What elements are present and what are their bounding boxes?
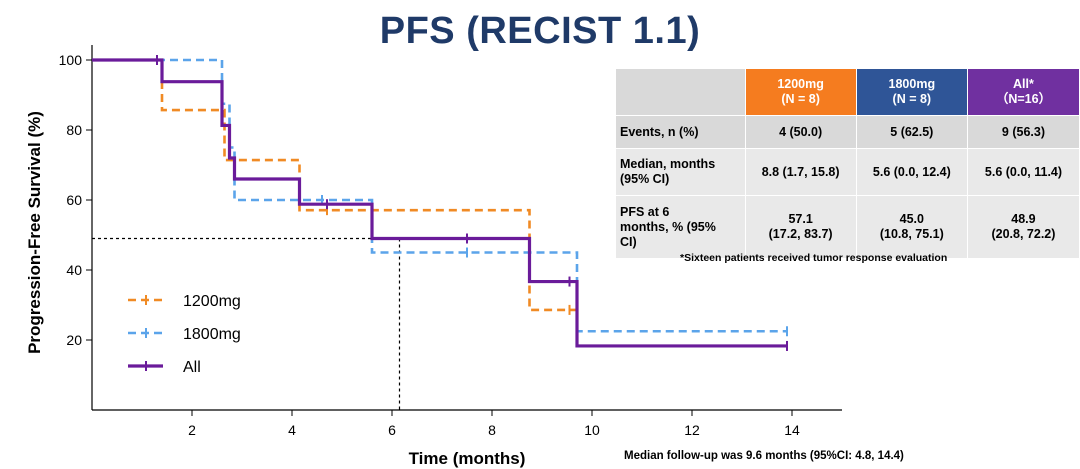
x-tick-label: 8 — [488, 422, 496, 438]
x-tick-label: 6 — [388, 422, 396, 438]
legend-label-1800mg: 1800mg — [183, 326, 241, 343]
y-tick-label: 80 — [66, 122, 82, 138]
table-cell: 5.6 (0.0, 11.4) — [966, 148, 1080, 196]
x-axis-label: Time (months) — [409, 449, 526, 468]
table-cell: 9 (56.3) — [966, 115, 1080, 149]
y-axis-label: Progression-Free Survival (%) — [25, 111, 44, 354]
y-tick-label: 40 — [66, 262, 82, 278]
table-row: Events, n (%) 4 (50.0) 5 (62.5) 9 (56.3) — [615, 115, 1080, 149]
table-cell: 5.6 (0.0, 12.4) — [855, 148, 968, 196]
table-header-cell — [615, 68, 746, 116]
table-cell: 57.1 (17.2, 83.7) — [744, 195, 857, 259]
table-cell: 4 (50.0) — [744, 115, 857, 149]
table-row-label: PFS at 6 months, % (95% CI) — [615, 195, 746, 259]
table-row-label: Events, n (%) — [615, 115, 746, 149]
table-cell: 45.0 (10.8, 75.1) — [855, 195, 968, 259]
chart-title: PFS (RECIST 1.1) — [379, 10, 701, 52]
x-tick-label: 4 — [288, 422, 296, 438]
table-row: PFS at 6 months, % (95% CI) 57.1 (17.2, 8… — [615, 195, 1080, 259]
series-line-1800mg — [92, 58, 787, 333]
x-tick-label: 2 — [188, 422, 196, 438]
table-header-cell: 1800mg (N = 8) — [855, 68, 968, 116]
y-tick-label: 20 — [66, 332, 82, 348]
table-header-row: 1200mg (N = 8) 1800mg (N = 8) All* （N=16） — [615, 68, 1080, 116]
followup-note: Median follow-up was 9.6 months (95%CI: … — [624, 450, 904, 462]
table-footnote: *Sixteen patients received tumor respons… — [680, 252, 948, 264]
y-tick-label: 100 — [59, 52, 83, 68]
x-tick-label: 14 — [784, 422, 800, 438]
table-cell: 48.9 (20.8, 72.2) — [966, 195, 1080, 259]
table-row: Median, months (95% CI) 8.8 (1.7, 15.8) 5.… — [615, 148, 1080, 196]
summary-table: 1200mg (N = 8) 1800mg (N = 8) All* （N=16） E… — [615, 68, 1080, 259]
y-tick-label: 60 — [66, 192, 82, 208]
series-line-all — [92, 58, 787, 348]
table-cell: 5 (62.5) — [855, 115, 968, 149]
legend-label-1200mg: 1200mg — [183, 293, 241, 310]
table-header-cell: 1200mg (N = 8) — [744, 68, 857, 116]
x-tick-label: 12 — [684, 422, 700, 438]
table-row-label: Median, months (95% CI) — [615, 148, 746, 196]
table-header-cell: All* （N=16） — [966, 68, 1080, 116]
series-line-1200mg — [92, 58, 577, 312]
table-cell: 8.8 (1.7, 15.8) — [744, 148, 857, 196]
x-tick-label: 10 — [584, 422, 600, 438]
legend-label-all: All — [183, 359, 201, 376]
